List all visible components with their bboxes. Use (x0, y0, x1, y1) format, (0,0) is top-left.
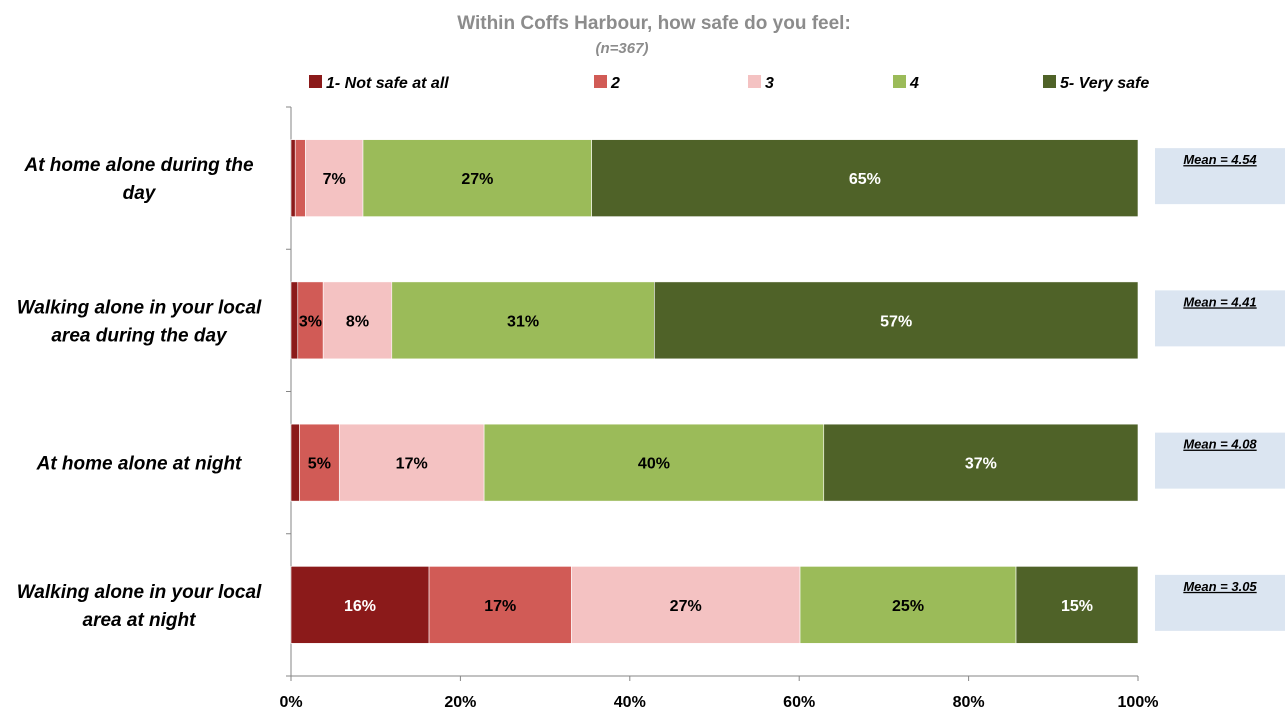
chart-subtitle: (n=367) (596, 40, 649, 57)
legend-swatch (748, 75, 761, 88)
bar-segment (428, 566, 572, 644)
bar-segment (290, 281, 299, 360)
bar-value-label: 17% (396, 456, 428, 473)
legend: 1- Not safe at all 2 3 4 5- Very safe (309, 75, 1149, 92)
bar-segment (338, 423, 485, 502)
bar-value-label: 25% (892, 598, 924, 615)
category-label: area during the day (51, 325, 228, 346)
mean-box (1155, 148, 1285, 205)
bar-value-label: 27% (670, 598, 702, 615)
category-label: Walking alone in your local (17, 582, 262, 603)
bar-segment (591, 139, 1139, 217)
bar-value-label: 40% (638, 456, 670, 473)
bar-segment (297, 281, 324, 360)
legend-swatch (309, 75, 322, 88)
mean-box (1155, 290, 1285, 347)
category-label: area at night (83, 610, 197, 631)
bar-segment (290, 139, 296, 217)
mean-label: Mean = 4.54 (1183, 152, 1257, 167)
x-tick-label: 0% (279, 694, 302, 711)
bar-segment (571, 566, 801, 644)
legend-label: 4 (909, 75, 919, 92)
bar-value-label: 65% (849, 171, 881, 188)
axes: 0% 20% 40% 60% 80% 100% At home alone during t… (17, 106, 1159, 711)
legend-label: 2 (610, 75, 620, 92)
bar-segment (322, 281, 393, 360)
bars: 7% 27% 65% 3% 8% 31% 57% 5% 17% 40% 37% 16% 17% 27% 25… (290, 139, 1139, 644)
mean-box (1155, 574, 1285, 631)
bar-value-label: 7% (323, 171, 346, 188)
bar-value-label: 3% (299, 313, 322, 330)
x-tick-label: 60% (783, 694, 815, 711)
mean-label: Mean = 3.05 (1183, 579, 1257, 594)
mean-label: Mean = 4.41 (1183, 294, 1256, 309)
category-label: Walking alone in your local (17, 297, 262, 318)
bar-segment (290, 566, 430, 644)
category-label: At home alone at night (36, 454, 242, 475)
bar-value-label: 8% (346, 313, 369, 330)
bar-value-label: 17% (484, 598, 516, 615)
bar-value-label: 27% (461, 171, 493, 188)
bar-segment (294, 139, 306, 217)
bar-segment (1015, 566, 1139, 644)
x-tick-label: 80% (953, 694, 985, 711)
bar-segment (799, 566, 1017, 644)
legend-label: 5- Very safe (1060, 75, 1149, 92)
bar-value-label: 16% (344, 598, 376, 615)
legend-label: 1- Not safe at all (326, 75, 449, 92)
bar-segment (391, 281, 655, 360)
bar-value-label: 37% (965, 456, 997, 473)
legend-swatch (1043, 75, 1056, 88)
bar-value-label: 31% (507, 313, 539, 330)
bar-segment (654, 281, 1139, 360)
legend-label: 3 (765, 75, 774, 92)
bar-value-label: 15% (1061, 598, 1093, 615)
bar-segment (299, 423, 340, 502)
bar-segment (305, 139, 364, 217)
bar-value-label: 5% (308, 456, 331, 473)
bar-segment (823, 423, 1139, 502)
mean-box (1155, 432, 1285, 489)
mean-label: Mean = 4.08 (1183, 437, 1257, 452)
legend-swatch (594, 75, 607, 88)
x-tick-label: 100% (1118, 694, 1159, 711)
legend-swatch (893, 75, 906, 88)
bar-segment (362, 139, 592, 217)
bar-value-label: 57% (880, 313, 912, 330)
bar-segment (483, 423, 825, 502)
mean-boxes: Mean = 4.54 Mean = 4.41 Mean = 4.08 Mean = … (1155, 148, 1285, 631)
x-tick-label: 20% (444, 694, 476, 711)
chart-title: Within Coffs Harbour, how safe do you fe… (457, 13, 851, 34)
x-tick-label: 40% (614, 694, 646, 711)
bar-segment (290, 423, 300, 502)
category-label: day (123, 183, 157, 204)
category-label: At home alone during the (23, 155, 253, 176)
